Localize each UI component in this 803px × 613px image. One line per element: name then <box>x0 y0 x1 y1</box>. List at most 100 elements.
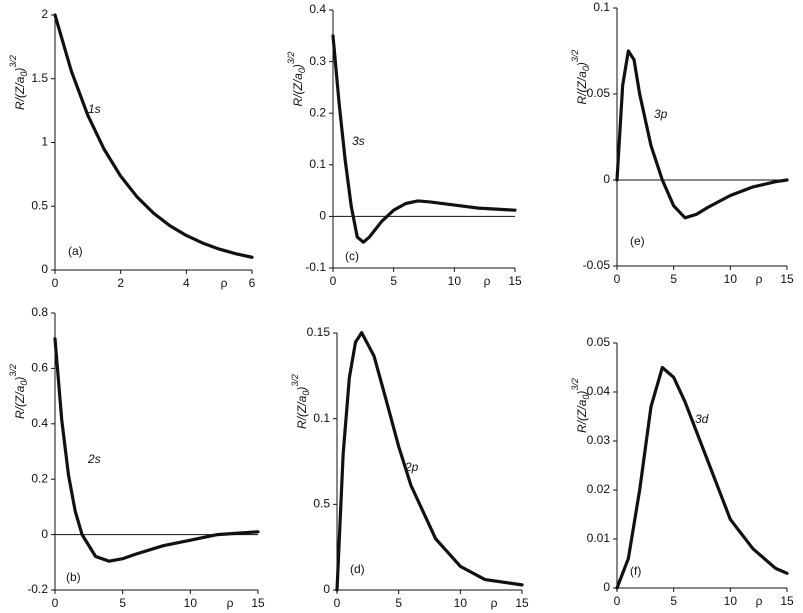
y-tick-label: 1.5 <box>31 71 48 85</box>
x-tick-label: 4 <box>183 276 190 290</box>
y-label-sub: 0 <box>19 381 29 386</box>
y-label-sup: 3/2 <box>286 52 296 65</box>
y-label-main: R/(Z/a <box>13 76 27 110</box>
y-label-main: R/(Z/a <box>13 385 27 419</box>
y-axis-label: R/(Z/a0)3/2 <box>8 364 29 419</box>
y-label-sub: 0 <box>581 66 591 71</box>
panel-label: (d) <box>350 562 365 576</box>
y-tick-label: 0.3 <box>309 54 326 68</box>
y-tick-label: 0.4 <box>31 416 48 430</box>
x-axis-label: ρ <box>227 596 234 610</box>
x-tick-label: 6 <box>249 276 256 290</box>
curve <box>615 49 789 220</box>
y-tick-label: 0 <box>603 580 610 594</box>
panel: 00.511.520 2 4 6ρR/(Z/a0)3/21s(a) <box>8 7 255 290</box>
panel-label: (f) <box>630 564 641 578</box>
x-tick-label: 15 <box>780 594 794 608</box>
y-tick-label: 0.5 <box>313 497 330 511</box>
curve <box>331 34 517 244</box>
y-label-main: R/(Z/a <box>295 395 309 429</box>
y-label-sup: 3/2 <box>8 55 18 68</box>
y-axis-label: R/(Z/a0)3/2 <box>286 52 307 107</box>
y-tick-label: 0.1 <box>313 411 330 425</box>
y-tick-label: 0.8 <box>31 305 48 319</box>
panel-label: (c) <box>345 249 359 263</box>
y-tick-label: 0 <box>41 527 48 541</box>
y-label-close: ) <box>291 64 305 70</box>
y-label-sup: 3/2 <box>8 364 18 377</box>
y-tick-label: 0 <box>41 262 48 276</box>
curve <box>53 13 254 259</box>
panel-label: (a) <box>68 244 83 258</box>
y-tick-label: 0 <box>603 172 610 186</box>
x-tick-label: 10 <box>184 596 198 610</box>
y-tick-label: -0.05 <box>583 258 611 272</box>
y-label-sub: 0 <box>297 68 307 73</box>
x-tick-label: 0 <box>52 276 59 290</box>
y-tick-label: 0.05 <box>587 335 611 349</box>
y-tick-label: 0.4 <box>309 2 326 16</box>
y-tick-label: 0.2 <box>31 471 48 485</box>
x-axis-label: ρ <box>756 594 763 608</box>
y-label-main: R/(Z/a <box>291 73 305 107</box>
y-tick-label: 0.1 <box>593 0 610 14</box>
curve <box>615 365 789 590</box>
y-tick-label: 0.6 <box>31 361 48 375</box>
y-tick-label: 0.03 <box>587 433 611 447</box>
y-label-main: R/(Z/a <box>575 71 589 105</box>
y-tick-label: 0.2 <box>309 105 326 119</box>
x-tick-label: 15 <box>515 596 529 610</box>
y-label-close: ) <box>13 377 27 383</box>
y-tick-label: 2 <box>41 7 48 21</box>
y-tick-label: 0.05 <box>587 86 611 100</box>
y-label-sup: 3/2 <box>290 374 300 387</box>
y-axis-label: R/(Z/a0)3/2 <box>8 55 29 110</box>
x-tick-label: 15 <box>251 596 265 610</box>
x-axis-label: ρ <box>484 274 491 288</box>
y-axis-label: R/(Z/a0)3/2 <box>570 378 591 433</box>
x-tick-label: 0 <box>334 596 341 610</box>
y-tick-label: 1 <box>41 135 48 149</box>
y-label-sup: 3/2 <box>570 50 580 63</box>
x-tick-label: 15 <box>780 272 794 286</box>
curve <box>335 331 524 592</box>
annotation: 3s <box>352 134 365 148</box>
y-axis-label: R/(Z/a0)3/2 <box>290 374 311 429</box>
y-label-sub: 0 <box>19 72 29 77</box>
curve <box>53 337 260 563</box>
y-tick-label: 0 <box>319 209 326 223</box>
annotation: 3d <box>695 412 709 426</box>
x-tick-label: 5 <box>670 272 677 286</box>
y-label-close: ) <box>575 391 589 397</box>
x-tick-label: 0 <box>614 594 621 608</box>
y-tick-label: 0.15 <box>307 325 331 339</box>
y-label-close: ) <box>295 387 309 393</box>
panel-label: (b) <box>66 570 81 584</box>
x-tick-label: 10 <box>724 594 738 608</box>
y-label-main: R/(Z/a <box>575 399 589 433</box>
y-tick-label: -0.2 <box>27 582 48 596</box>
x-tick-label: 0 <box>52 596 59 610</box>
x-axis-label: ρ <box>756 272 763 286</box>
x-tick-label: 5 <box>119 596 126 610</box>
annotation: 2s <box>87 452 101 466</box>
y-label-sup: 3/2 <box>570 378 580 391</box>
x-tick-label: 10 <box>448 274 462 288</box>
annotation: 3p <box>654 107 668 121</box>
x-tick-label: 2 <box>117 276 124 290</box>
x-axis-label: ρ <box>491 596 498 610</box>
y-axis-label: R/(Z/a0)3/2 <box>570 50 591 105</box>
y-tick-label: 0.01 <box>587 531 611 545</box>
y-label-close: ) <box>575 62 589 68</box>
y-tick-label: 0 <box>323 582 330 596</box>
y-tick-label: -0.1 <box>305 260 326 274</box>
x-tick-label: 0 <box>330 274 337 288</box>
x-tick-label: 10 <box>454 596 468 610</box>
x-tick-label: 0 <box>614 272 621 286</box>
x-tick-label: 5 <box>670 594 677 608</box>
y-label-sub: 0 <box>581 395 591 400</box>
